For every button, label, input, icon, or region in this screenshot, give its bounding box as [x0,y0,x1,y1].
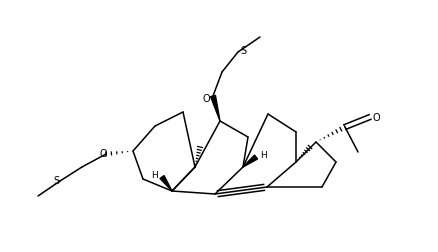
Text: O: O [202,94,209,104]
Text: H: H [260,151,267,160]
Text: O: O [371,113,379,122]
Polygon shape [159,176,172,191]
Polygon shape [210,96,219,121]
Text: S: S [53,175,59,185]
Text: S: S [240,46,246,56]
Polygon shape [243,155,257,167]
Text: H: H [150,170,157,179]
Text: O: O [99,148,107,158]
